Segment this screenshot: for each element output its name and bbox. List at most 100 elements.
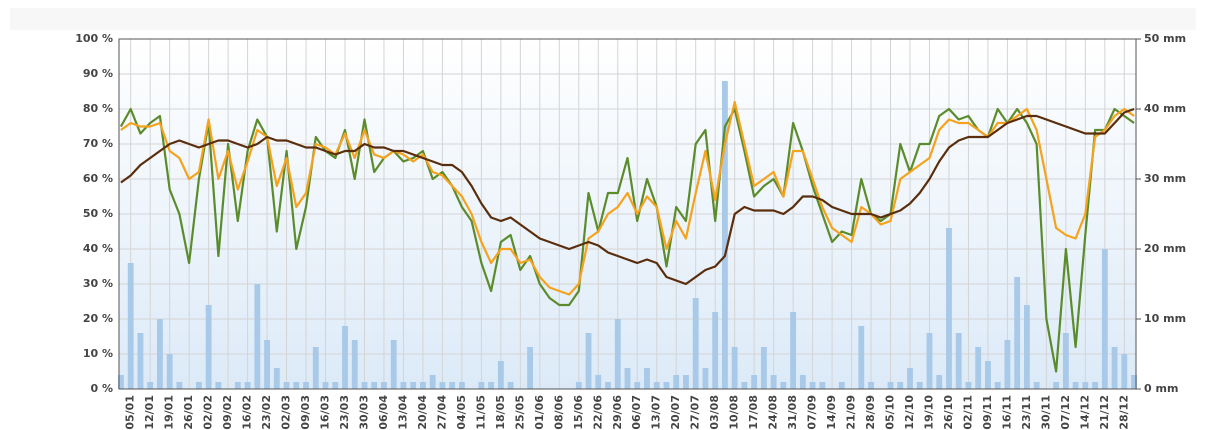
bar (195, 382, 202, 389)
x-tick-label: 05/10 (884, 395, 897, 430)
bar (381, 382, 387, 389)
x-tick-label: 11/05 (474, 395, 487, 430)
x-tick-label: 02/11 (961, 395, 974, 430)
bar (137, 333, 144, 389)
bar (527, 347, 534, 389)
x-tick-label: 12/01 (143, 395, 156, 430)
bar (1023, 305, 1030, 389)
bar (420, 382, 426, 389)
bar (663, 382, 670, 389)
bar (1033, 382, 1040, 389)
bar (985, 361, 991, 389)
bar (1082, 382, 1089, 389)
x-tick-label: 31/08 (786, 395, 799, 430)
x-tick-label: 14/12 (1078, 395, 1091, 430)
bar (946, 228, 952, 389)
x-tick-label: 04/05 (455, 395, 468, 430)
bar (127, 263, 134, 389)
x-tick-label: 26/01 (182, 395, 195, 430)
x-tick-label: 24/08 (767, 395, 780, 430)
bar (361, 382, 368, 389)
bar (624, 368, 631, 389)
y-tick-label: 20 % (83, 312, 113, 325)
bar (244, 382, 251, 389)
bar (965, 382, 972, 389)
bar (741, 382, 748, 389)
x-tick-label: 02/02 (202, 395, 215, 430)
bar (975, 347, 982, 389)
bar (926, 333, 933, 389)
x-tick-label: 16/03 (319, 395, 332, 430)
bar (342, 326, 348, 389)
x-tick-label: 21/09 (845, 395, 858, 430)
y2-tick-label: 10 mm (1144, 312, 1186, 325)
x-tick-label: 07/09 (806, 395, 819, 430)
y2-tick-label: 0 mm (1144, 382, 1178, 395)
bar (176, 382, 183, 389)
bar (254, 284, 261, 389)
bar (858, 326, 865, 389)
bar (585, 333, 592, 389)
bar (1121, 354, 1128, 389)
x-tick-label: 14/09 (825, 395, 838, 430)
x-tick-label: 20/07 (669, 395, 682, 430)
x-tick-label: 19/01 (163, 395, 176, 430)
bar (712, 312, 719, 389)
bar (497, 361, 504, 389)
bar (653, 382, 660, 389)
bar (1101, 249, 1108, 389)
bar (449, 382, 456, 389)
y-tick-label: 0 % (90, 382, 113, 395)
x-tick-label: 20/04 (416, 395, 429, 430)
bar (400, 382, 407, 389)
bar (760, 347, 767, 389)
x-tick-label: 23/11 (1020, 395, 1033, 430)
bar (293, 382, 300, 389)
bar (156, 319, 163, 389)
x-tick-label: 22/06 (591, 395, 604, 430)
bar (595, 375, 602, 389)
bar (439, 382, 446, 389)
marks (118, 81, 1137, 389)
line (119, 107, 1135, 373)
x-tick-label: 19/10 (922, 395, 935, 430)
bar (790, 312, 797, 389)
bar (955, 333, 962, 389)
bar (819, 382, 826, 389)
y2-tick-label: 40 mm (1144, 102, 1186, 115)
y-tick-label: 80 % (83, 102, 113, 115)
bar (614, 319, 621, 389)
x-tick-label: 15/06 (572, 395, 585, 430)
x-tick-label: 16/02 (241, 395, 254, 430)
bar (799, 375, 806, 389)
bar (273, 368, 280, 389)
bar (215, 382, 222, 389)
x-tick-label: 23/03 (338, 395, 351, 430)
x-tick-label: 13/07 (650, 395, 663, 430)
bar (838, 382, 845, 389)
bar (644, 368, 650, 389)
bar (673, 375, 680, 389)
bar (283, 382, 290, 389)
bar (702, 368, 709, 389)
x-tick-label: 16/11 (1000, 395, 1013, 430)
x-tick-label: 30/11 (1039, 395, 1052, 430)
x-tick-label: 18/05 (494, 395, 507, 430)
x-tick-label: 27/07 (689, 395, 702, 430)
x-tick-label: 01/06 (533, 395, 546, 430)
bar (1131, 375, 1137, 389)
x-tick-label: 09/03 (299, 395, 312, 430)
bar (118, 375, 124, 389)
bar (390, 340, 397, 389)
x-tick-label: 07/12 (1059, 395, 1072, 430)
line (120, 100, 1135, 296)
x-tick-label: 23/02 (260, 395, 273, 430)
y2-tick-label: 20 mm (1144, 242, 1186, 255)
x-tick-label: 21/12 (1098, 395, 1111, 430)
axes: 0 % 10 % 20 % 30 % 40 % 50 % 60 % 70 % 80 % 90 % 1… (75, 32, 1186, 430)
line (120, 107, 1135, 286)
bar (887, 382, 894, 389)
x-tick-label: 10/08 (728, 395, 741, 430)
x-tick-label: 13/04 (396, 395, 409, 430)
